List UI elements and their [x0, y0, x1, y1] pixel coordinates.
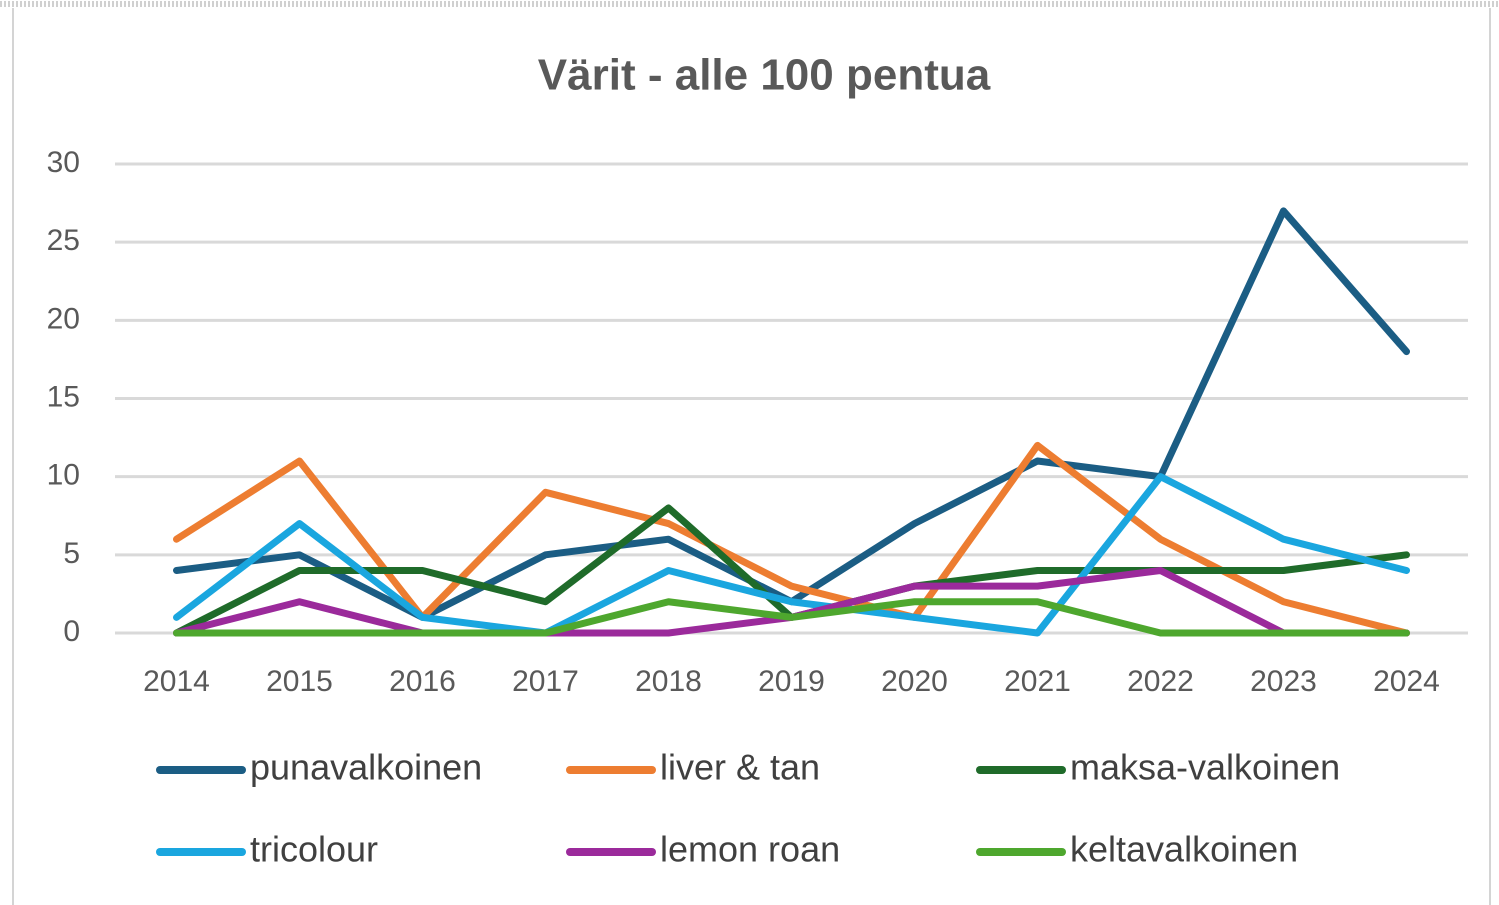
series-line — [173, 441, 1410, 637]
x-tick-label: 2019 — [758, 665, 825, 698]
series-line — [173, 473, 1410, 637]
y-tick-label: 25 — [47, 224, 80, 257]
x-tick-label: 2023 — [1250, 665, 1317, 698]
y-tick-label: 20 — [47, 302, 80, 335]
x-tick-label: 2017 — [512, 665, 579, 698]
legend-label: tricolour — [250, 829, 378, 870]
legend-label: liver & tan — [660, 747, 820, 788]
y-tick-label: 0 — [63, 615, 80, 648]
x-tick-label: 2022 — [1127, 665, 1194, 698]
x-tick-label: 2016 — [389, 665, 456, 698]
x-tick-label: 2020 — [881, 665, 948, 698]
x-tick-label: 2014 — [143, 665, 210, 698]
series-line — [173, 598, 1410, 637]
legend-label: maksa-valkoinen — [1070, 747, 1340, 788]
legend-label: punavalkoinen — [250, 747, 482, 788]
x-tick-label: 2024 — [1373, 665, 1440, 698]
legend-label: lemon roan — [660, 829, 840, 870]
x-tick-label: 2018 — [635, 665, 702, 698]
x-tick-label: 2015 — [266, 665, 333, 698]
chart-title: Värit - alle 100 pentua — [538, 51, 991, 100]
y-tick-label: 30 — [47, 146, 80, 179]
y-tick-label: 10 — [47, 459, 80, 492]
y-tick-label: 5 — [63, 537, 80, 570]
y-tick-label: 15 — [47, 380, 80, 413]
x-tick-label: 2021 — [1004, 665, 1071, 698]
legend-label: keltavalkoinen — [1070, 829, 1298, 870]
